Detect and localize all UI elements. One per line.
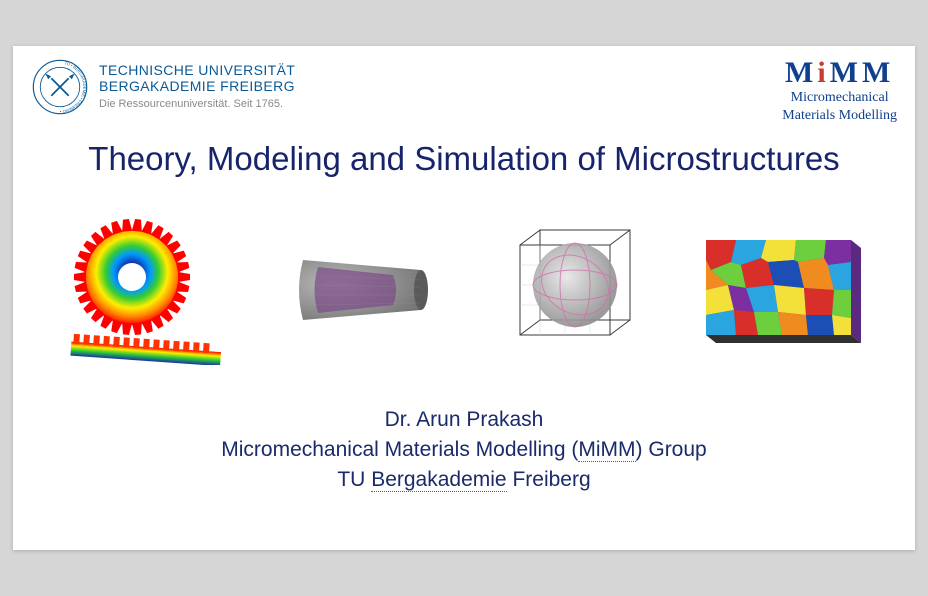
university-tagline: Die Ressourcenuniversität. Seit 1765. bbox=[99, 98, 295, 110]
affil-underlined: Bergakademie bbox=[371, 468, 506, 492]
mimm-logo: MiMM bbox=[782, 58, 897, 88]
mimm-subtitle-line1: Micromechanical bbox=[782, 90, 897, 106]
university-block: TU • BERGAKADEMIE • FREIBERG • TECHNISCH… bbox=[31, 58, 295, 116]
group-text-pre: Micromechanical Materials Modelling ( bbox=[221, 438, 578, 461]
slide-title: Theory, Modeling and Simulation of Micro… bbox=[31, 140, 897, 178]
university-text: TECHNISCHE UNIVERSITÄT BERGAKADEMIE FREI… bbox=[99, 58, 295, 110]
figure-rainbow-gear bbox=[62, 215, 232, 365]
university-seal-icon: TU • BERGAKADEMIE • FREIBERG • bbox=[31, 58, 89, 116]
author-affiliation: TU Bergakademie Freiberg bbox=[31, 468, 897, 492]
author-name: Dr. Arun Prakash bbox=[31, 408, 897, 432]
slide: TU • BERGAKADEMIE • FREIBERG • TECHNISCH… bbox=[13, 46, 915, 550]
figure-nanowire bbox=[273, 215, 443, 365]
group-link: MiMM bbox=[578, 438, 635, 462]
affil-pre: TU bbox=[337, 468, 371, 491]
figure-sphere-cube bbox=[485, 215, 655, 365]
mimm-subtitle-line2: Materials Modelling bbox=[782, 108, 897, 124]
university-name-line2: BERGAKADEMIE FREIBERG bbox=[99, 78, 295, 94]
author-block: Dr. Arun Prakash Micromechanical Materia… bbox=[31, 408, 897, 492]
mimm-logo-block: MiMM Micromechanical Materials Modelling bbox=[782, 58, 897, 124]
university-name-line1: TECHNISCHE UNIVERSITÄT bbox=[99, 62, 295, 78]
figure-row bbox=[31, 210, 897, 370]
author-group: Micromechanical Materials Modelling (MiM… bbox=[31, 438, 897, 462]
affil-post: Freiberg bbox=[507, 468, 591, 491]
group-text-post: ) Group bbox=[636, 438, 707, 461]
figure-polycrystal bbox=[696, 215, 866, 365]
header: TU • BERGAKADEMIE • FREIBERG • TECHNISCH… bbox=[31, 58, 897, 130]
